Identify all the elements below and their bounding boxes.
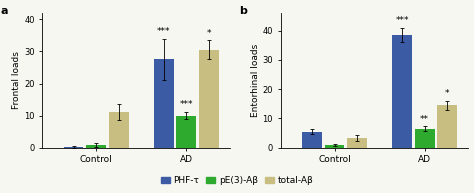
Y-axis label: Entorhinal loads: Entorhinal loads xyxy=(251,44,260,117)
Y-axis label: Frontal loads: Frontal loads xyxy=(12,51,21,109)
Text: ***: *** xyxy=(157,27,171,36)
Text: ***: *** xyxy=(395,16,409,25)
Bar xyxy=(347,138,367,148)
Text: b: b xyxy=(239,6,247,16)
Bar xyxy=(302,132,322,148)
Bar xyxy=(86,145,106,148)
Text: *: * xyxy=(207,29,211,38)
Bar xyxy=(109,112,128,148)
Bar xyxy=(154,59,173,148)
Bar xyxy=(392,35,412,148)
Bar xyxy=(199,50,219,148)
Bar xyxy=(176,116,196,148)
Text: ***: *** xyxy=(180,100,193,109)
Text: *: * xyxy=(445,89,449,98)
Text: **: ** xyxy=(420,115,429,124)
Legend: PHF-τ, pE(3)-Aβ, total-Aβ: PHF-τ, pE(3)-Aβ, total-Aβ xyxy=(157,172,317,189)
Bar xyxy=(325,145,345,148)
Bar xyxy=(64,147,83,148)
Text: a: a xyxy=(1,6,9,16)
Bar xyxy=(415,129,435,148)
Bar xyxy=(437,105,457,148)
